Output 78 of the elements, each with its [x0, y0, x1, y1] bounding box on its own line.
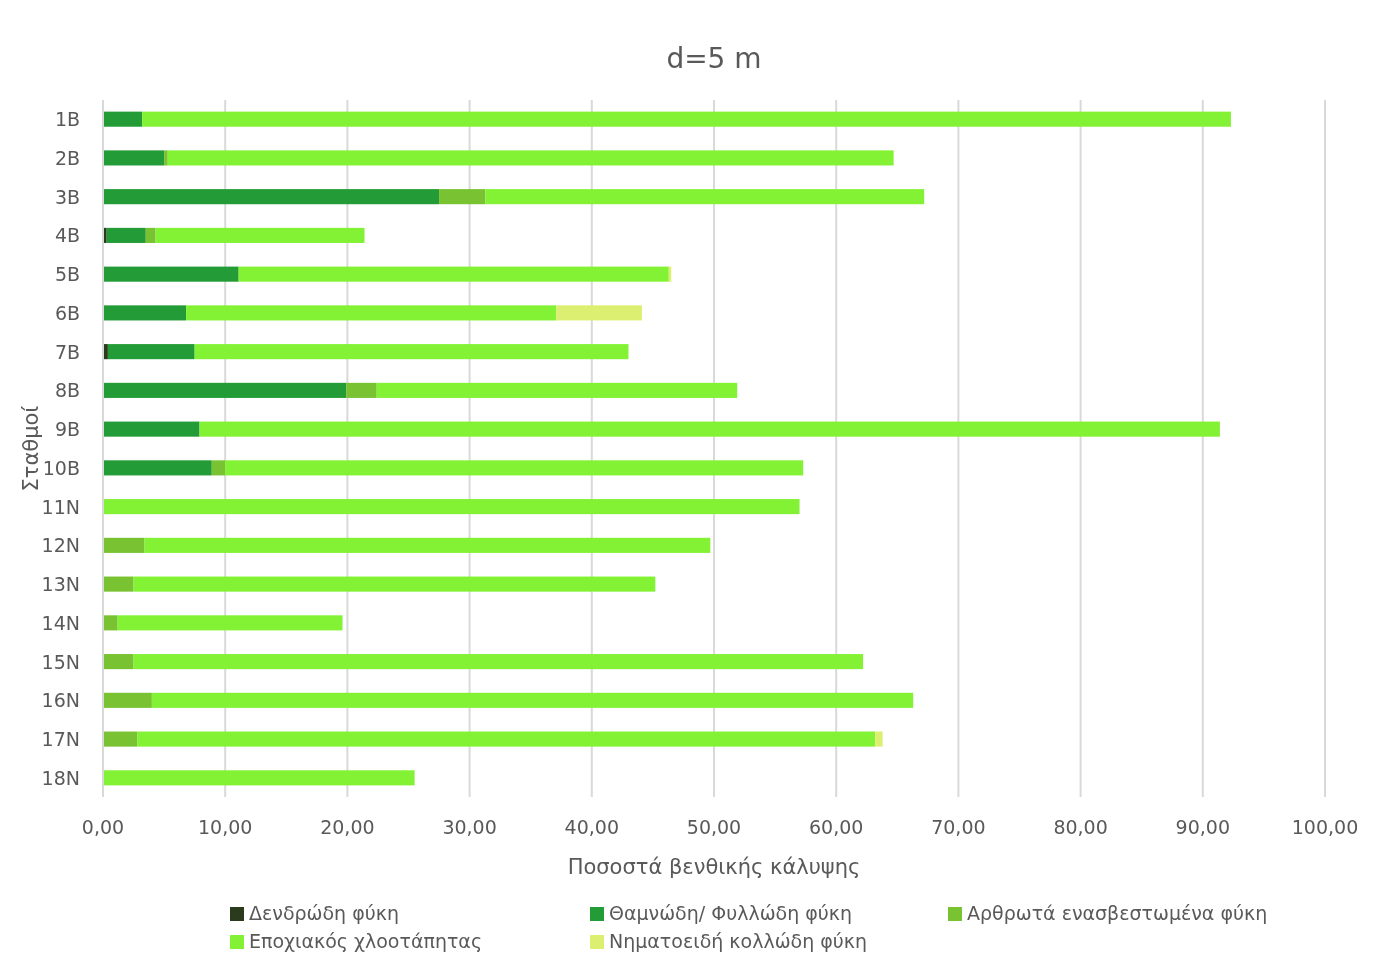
- y-tick-label: 16N: [41, 689, 80, 712]
- bar: [103, 150, 165, 166]
- y-axis-title: Σταθμοί: [19, 405, 43, 492]
- bar: [103, 731, 138, 747]
- bar: [164, 150, 168, 166]
- y-tick-label: 7B: [54, 340, 80, 363]
- bar: [103, 770, 415, 786]
- x-tick-label: 0,00: [81, 816, 125, 838]
- y-tick-label: 4B: [54, 224, 80, 247]
- bar: [103, 537, 145, 553]
- y-tick-label: 17N: [41, 728, 80, 751]
- legend-label: Αρθρωτά ενασβεστωμένα φύκη: [967, 902, 1268, 924]
- bar: [556, 305, 642, 321]
- bar: [186, 305, 557, 321]
- y-tick-label: 3B: [54, 185, 80, 208]
- legend-label: Νηματοειδή κολλώδη φύκη: [609, 930, 868, 952]
- bar: [142, 111, 1231, 127]
- bar: [144, 537, 711, 553]
- bar: [151, 692, 914, 708]
- bar: [103, 266, 239, 282]
- y-tick-label: 15N: [41, 650, 80, 673]
- bar: [103, 654, 134, 670]
- x-tick-label: 90,00: [1175, 816, 1230, 838]
- x-tick-label: 40,00: [564, 816, 619, 838]
- bar: [346, 382, 377, 398]
- x-tick-label: 30,00: [442, 816, 497, 838]
- y-tick-label: 1B: [54, 108, 80, 131]
- bar: [103, 692, 152, 708]
- bar: [155, 227, 365, 243]
- bar: [376, 382, 738, 398]
- y-tick-label: 5B: [54, 263, 80, 286]
- y-tick-label: 13N: [41, 573, 80, 596]
- bar: [103, 499, 800, 515]
- bar: [439, 189, 486, 205]
- y-tick-label: 2B: [54, 146, 80, 169]
- bar: [103, 189, 440, 205]
- bar: [106, 227, 146, 243]
- y-tick-label: 14N: [41, 611, 80, 634]
- y-tick-label: 6B: [54, 301, 80, 324]
- x-tick-label: 20,00: [320, 816, 375, 838]
- bar: [225, 460, 804, 476]
- chart-title: d=5 m: [666, 42, 762, 75]
- y-tick-label: 18N: [41, 766, 80, 789]
- bar: [103, 111, 143, 127]
- x-tick-label: 50,00: [686, 816, 742, 838]
- bar: [145, 227, 156, 243]
- bar: [103, 576, 134, 592]
- x-tick-label: 100,00: [1291, 816, 1359, 838]
- bar: [875, 731, 883, 747]
- bar: [117, 615, 343, 631]
- bar: [103, 305, 187, 321]
- y-tick-label: 9B: [54, 418, 80, 441]
- bar: [194, 344, 629, 360]
- bar: [103, 460, 212, 476]
- x-tick-label: 10,00: [198, 816, 253, 838]
- bar: [137, 731, 876, 747]
- y-tick-label: 8B: [54, 379, 80, 402]
- bar: [103, 382, 347, 398]
- bar: [485, 189, 925, 205]
- legend-label: Θαμνώδη/ Φυλλώδη φύκη: [609, 902, 853, 924]
- bar: [199, 421, 1220, 437]
- y-tick-label: 12N: [41, 534, 80, 557]
- bar: [133, 654, 864, 670]
- legend-label: Εποχιακός χλοοτάπητας: [249, 930, 483, 952]
- bar: [167, 150, 894, 166]
- bar: [107, 344, 195, 360]
- bar: [133, 576, 656, 592]
- bar: [103, 421, 200, 437]
- bar: [103, 615, 118, 631]
- bar: [238, 266, 669, 282]
- bar: [211, 460, 226, 476]
- x-tick-label: 70,00: [931, 816, 986, 838]
- x-tick-label: 60,00: [809, 816, 864, 838]
- x-axis-title: Ποσοστά βενθικής κάλυψης: [567, 855, 861, 879]
- y-tick-label: 10B: [42, 456, 80, 479]
- y-tick-label: 11N: [41, 495, 80, 518]
- x-tick-label: 80,00: [1053, 816, 1108, 838]
- legend-label: Δενδρώδη φύκη: [249, 902, 399, 924]
